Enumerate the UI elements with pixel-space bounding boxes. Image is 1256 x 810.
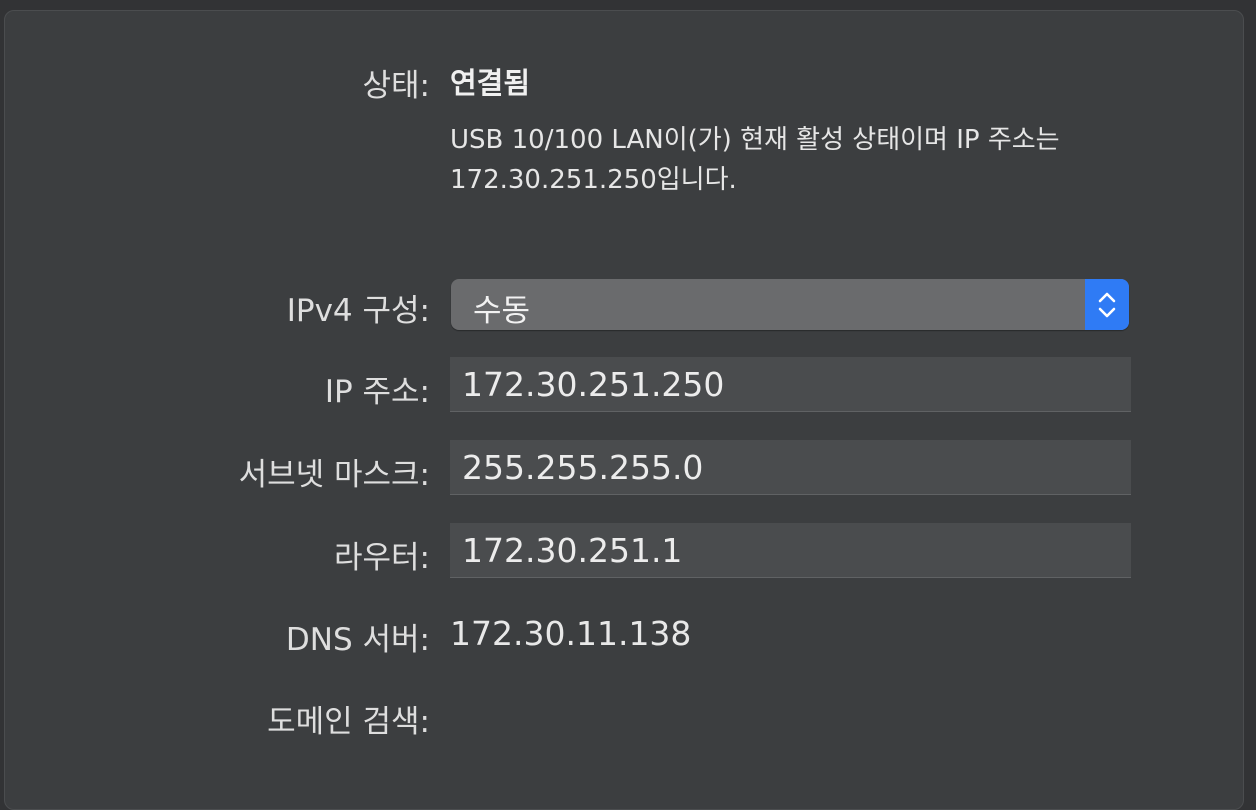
subnet-mask-label: 서브넷 마스크: — [238, 457, 430, 493]
subnet-mask-field-frame — [450, 440, 1131, 495]
dns-server-value: 172.30.11.138 — [450, 614, 692, 653]
ip-address-field-frame — [450, 357, 1131, 412]
ip-address-label: IP 주소: — [324, 374, 430, 410]
router-field-frame — [450, 523, 1131, 578]
ipv4-config-label: IPv4 구성: — [286, 293, 430, 329]
search-domains-label: 도메인 검색: — [267, 704, 430, 740]
popup-stepper-icon[interactable] — [1085, 279, 1129, 330]
status-label: 상태: — [362, 68, 430, 104]
status-description: USB 10/100 LAN이(가) 현재 활성 상태이며 IP 주소는 172… — [450, 125, 1060, 195]
router-label: 라우터: — [333, 540, 430, 576]
ipv4-config-popup[interactable]: 수동 — [451, 279, 1129, 330]
ip-address-field[interactable] — [450, 357, 1131, 411]
status-value: 연결됨 — [450, 66, 531, 100]
dns-server-label: DNS 서버: — [285, 622, 430, 658]
ipv4-config-selected: 수동 — [473, 293, 531, 329]
subnet-mask-field[interactable] — [450, 440, 1131, 494]
router-field[interactable] — [450, 523, 1131, 577]
